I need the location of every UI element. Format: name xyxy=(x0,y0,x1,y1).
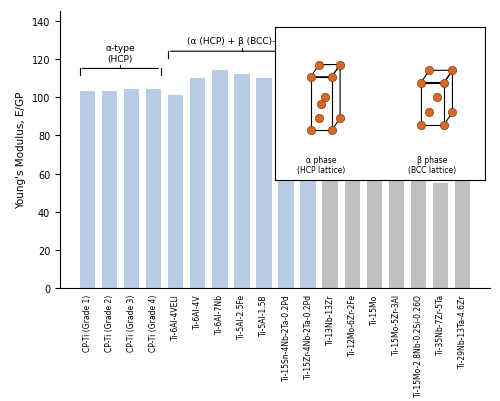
Point xyxy=(426,110,434,116)
Bar xyxy=(433,184,448,289)
Bar xyxy=(322,138,338,289)
Text: α-type
(HCP): α-type (HCP) xyxy=(106,44,135,63)
Bar xyxy=(234,75,250,289)
Point xyxy=(448,110,456,116)
Bar xyxy=(256,79,272,289)
Point xyxy=(317,101,325,107)
Point xyxy=(315,115,323,122)
Point xyxy=(306,75,314,81)
Bar xyxy=(146,90,162,289)
Point xyxy=(417,80,425,87)
Text: β-type(BCC): β-type(BCC) xyxy=(369,91,424,100)
Bar xyxy=(168,96,184,289)
Point xyxy=(440,122,448,128)
Bar xyxy=(80,92,95,289)
Point xyxy=(336,62,344,69)
Point xyxy=(432,95,440,101)
Bar xyxy=(455,176,470,289)
Bar xyxy=(388,136,404,289)
Point xyxy=(336,115,344,122)
Point xyxy=(440,80,448,87)
Point xyxy=(322,95,330,101)
Bar xyxy=(366,140,382,289)
Bar xyxy=(190,79,206,289)
Text: α phase
(HCP lattice): α phase (HCP lattice) xyxy=(297,155,346,175)
Bar xyxy=(124,90,139,289)
Bar xyxy=(212,71,228,289)
Bar xyxy=(411,130,426,289)
Point xyxy=(315,62,323,69)
Bar xyxy=(278,119,294,289)
Bar xyxy=(102,92,117,289)
Bar xyxy=(300,103,316,289)
Point xyxy=(417,122,425,128)
Point xyxy=(328,128,336,134)
Y-axis label: Young's Modulus, E/GP: Young's Modulus, E/GP xyxy=(16,92,26,209)
Bar xyxy=(344,148,360,289)
Text: (α (HCP) + β (BCC)-type: (α (HCP) + β (BCC)-type xyxy=(188,37,296,47)
Point xyxy=(306,128,314,134)
Text: β phase
(BCC lattice): β phase (BCC lattice) xyxy=(408,155,457,175)
Point xyxy=(426,68,434,74)
Point xyxy=(328,75,336,81)
Point xyxy=(448,68,456,74)
